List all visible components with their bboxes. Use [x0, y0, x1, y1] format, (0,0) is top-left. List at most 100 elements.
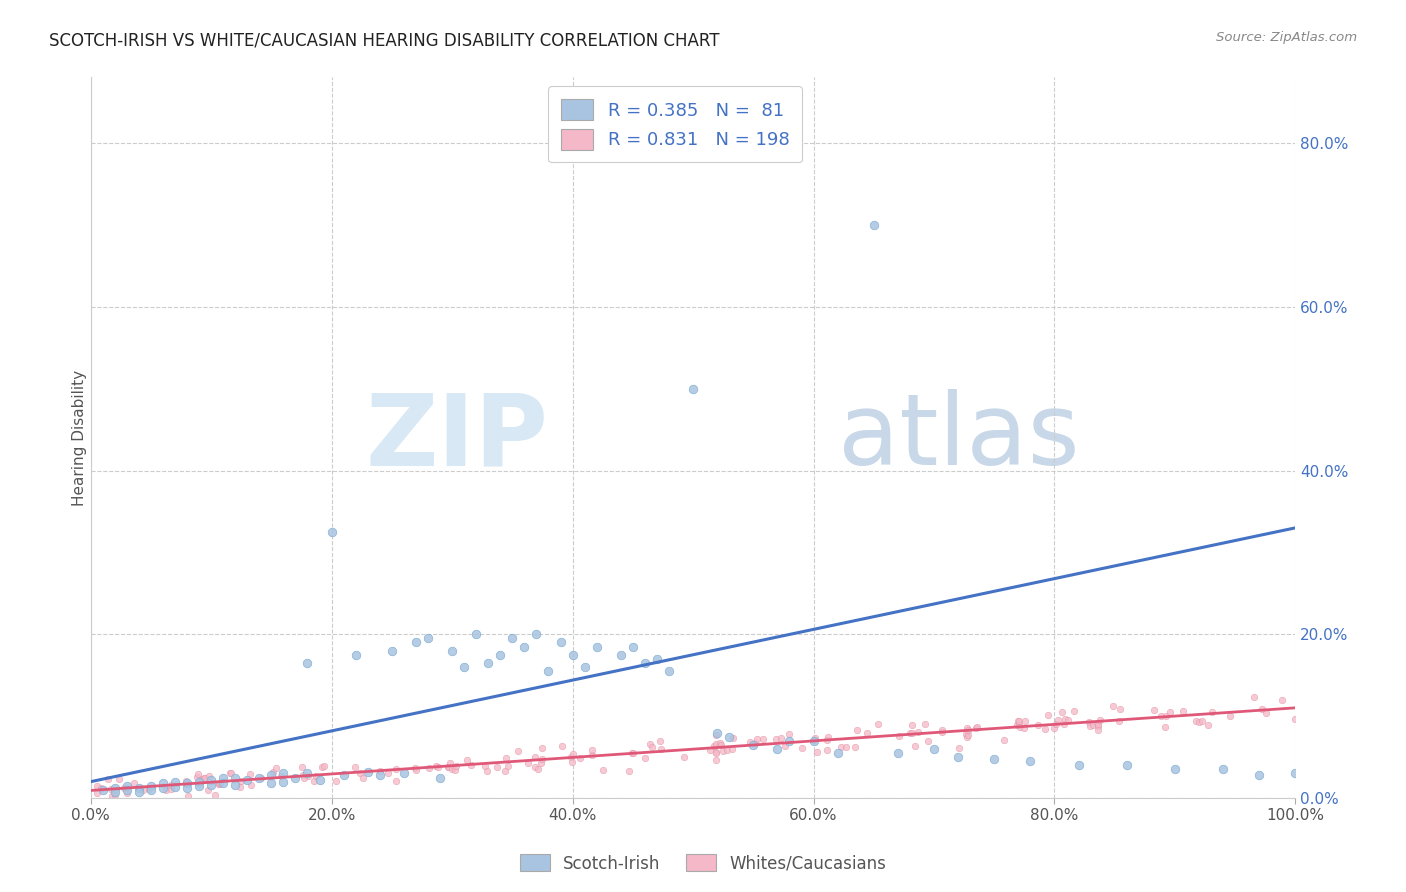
Point [1164, 763, 1187, 777]
Point [765, 732, 787, 747]
Point [117, 786, 139, 800]
Text: SCOTCH-IRISH VS WHITE/CAUCASIAN HEARING DISABILITY CORRELATION CHART: SCOTCH-IRISH VS WHITE/CAUCASIAN HEARING … [49, 31, 720, 49]
Point [1085, 715, 1108, 730]
Point [249, 772, 271, 786]
Point [344, 760, 367, 774]
Y-axis label: Hearing Disability: Hearing Disability [72, 369, 87, 506]
Point [711, 744, 734, 758]
Point [159, 782, 181, 797]
Point [190, 772, 212, 786]
Point [104, 784, 127, 798]
Point [284, 771, 307, 785]
Point [815, 743, 838, 757]
Point [901, 726, 924, 740]
Point [308, 772, 330, 787]
Point [581, 743, 603, 757]
Legend: R = 0.385   N =  81, R = 0.831   N = 198: R = 0.385 N = 81, R = 0.831 N = 198 [548, 87, 801, 162]
Point [704, 746, 727, 760]
Point [956, 721, 979, 735]
Point [495, 751, 517, 765]
Point [352, 771, 374, 785]
Point [585, 640, 607, 654]
Point [101, 789, 124, 804]
Point [441, 643, 464, 657]
Point [592, 763, 614, 777]
Point [513, 640, 536, 654]
Point [86, 786, 108, 800]
Point [621, 747, 644, 761]
Point [704, 753, 727, 767]
Point [955, 727, 977, 741]
Point [956, 731, 979, 745]
Point [437, 760, 460, 774]
Point [568, 750, 591, 764]
Point [846, 723, 869, 737]
Point [716, 743, 738, 757]
Point [1271, 693, 1294, 707]
Point [344, 648, 367, 662]
Point [699, 743, 721, 757]
Point [1045, 717, 1067, 731]
Point [907, 724, 929, 739]
Point [297, 766, 319, 780]
Point [128, 784, 150, 798]
Point [163, 774, 186, 789]
Point [1008, 720, 1031, 734]
Point [404, 761, 426, 775]
Point [91, 783, 114, 797]
Point [1043, 722, 1066, 736]
Point [104, 788, 127, 802]
Point [1102, 699, 1125, 714]
Point [617, 764, 640, 778]
Point [108, 772, 131, 787]
Point [270, 768, 292, 782]
Point [1067, 758, 1090, 772]
Point [1219, 709, 1241, 723]
Point [405, 635, 427, 649]
Point [773, 739, 796, 754]
Point [325, 774, 347, 789]
Point [650, 742, 672, 756]
Text: Source: ZipAtlas.com: Source: ZipAtlas.com [1216, 31, 1357, 45]
Point [703, 739, 725, 753]
Point [163, 780, 186, 794]
Point [1033, 722, 1056, 736]
Point [744, 736, 766, 750]
Point [560, 749, 582, 764]
Point [444, 759, 467, 773]
Point [224, 771, 246, 785]
Point [993, 733, 1015, 747]
Point [264, 761, 287, 775]
Point [537, 664, 560, 678]
Point [1109, 701, 1132, 715]
Point [1156, 708, 1178, 723]
Point [523, 750, 546, 764]
Point [901, 717, 924, 731]
Point [634, 656, 657, 670]
Point [856, 726, 879, 740]
Point [188, 779, 211, 793]
Point [405, 763, 427, 777]
Point [1197, 718, 1219, 732]
Point [718, 730, 741, 744]
Point [291, 768, 314, 782]
Point [844, 740, 866, 755]
Point [231, 774, 253, 789]
Point [193, 771, 215, 785]
Point [112, 780, 135, 795]
Point [200, 772, 222, 787]
Point [291, 759, 314, 773]
Point [212, 776, 235, 790]
Point [349, 766, 371, 780]
Point [983, 752, 1005, 766]
Point [1028, 718, 1050, 732]
Point [752, 732, 775, 747]
Point [704, 728, 727, 742]
Point [1284, 712, 1306, 726]
Point [817, 730, 839, 744]
Point [302, 773, 325, 788]
Point [827, 746, 849, 760]
Point [370, 764, 392, 778]
Point [704, 738, 727, 752]
Point [186, 770, 208, 784]
